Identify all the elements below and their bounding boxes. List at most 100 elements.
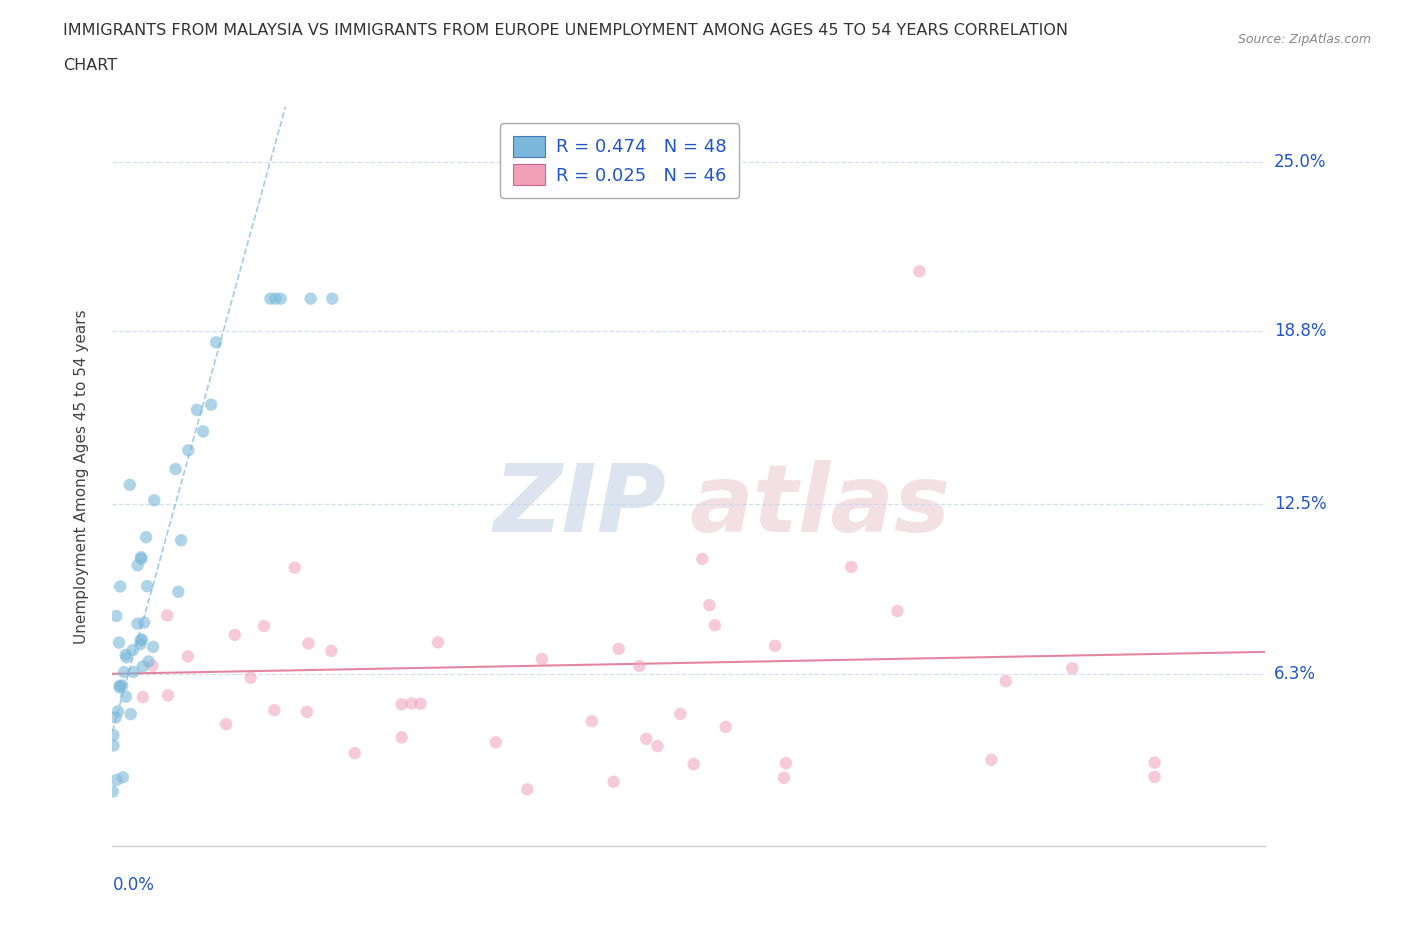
Point — [101, 784, 124, 799]
Point — [129, 550, 152, 565]
Point — [177, 443, 200, 458]
Point — [886, 604, 908, 618]
Point — [215, 717, 238, 732]
Point — [107, 704, 129, 719]
Point — [284, 560, 307, 575]
Point — [409, 697, 432, 711]
Text: IMMIGRANTS FROM MALAYSIA VS IMMIGRANTS FROM EUROPE UNEMPLOYMENT AMONG AGES 45 TO: IMMIGRANTS FROM MALAYSIA VS IMMIGRANTS F… — [63, 23, 1069, 38]
Point — [111, 678, 134, 693]
Point — [775, 756, 797, 771]
Point — [391, 730, 413, 745]
Point — [343, 746, 366, 761]
Point — [1062, 661, 1084, 676]
Point — [167, 584, 190, 599]
Point — [114, 647, 136, 662]
Point — [186, 403, 208, 418]
Point — [110, 579, 132, 594]
Point — [157, 688, 180, 703]
Point — [295, 704, 318, 719]
Point — [607, 642, 630, 657]
Point — [682, 757, 704, 772]
Point — [401, 696, 423, 711]
Point — [391, 697, 413, 711]
Point — [131, 659, 153, 674]
Point — [177, 649, 200, 664]
Point — [636, 731, 658, 746]
Point — [122, 665, 145, 680]
Point — [647, 738, 669, 753]
Point — [270, 291, 292, 306]
Y-axis label: Unemployment Among Ages 45 to 54 years: Unemployment Among Ages 45 to 54 years — [75, 310, 89, 644]
Point — [191, 424, 214, 439]
Legend: R = 0.474   N = 48, R = 0.025   N = 46: R = 0.474 N = 48, R = 0.025 N = 46 — [501, 124, 740, 197]
Point — [299, 291, 322, 306]
Text: 12.5%: 12.5% — [1274, 495, 1326, 513]
Point — [120, 707, 142, 722]
Point — [108, 678, 131, 693]
Point — [118, 477, 141, 492]
Point — [170, 533, 193, 548]
Point — [121, 643, 143, 658]
Point — [135, 530, 157, 545]
Point — [103, 738, 125, 753]
Text: ZIP: ZIP — [494, 460, 666, 552]
Point — [134, 615, 156, 630]
Point — [156, 608, 179, 623]
Point — [129, 632, 152, 647]
Text: Source: ZipAtlas.com: Source: ZipAtlas.com — [1237, 33, 1371, 46]
Point — [263, 703, 285, 718]
Point — [1143, 769, 1166, 784]
Point — [115, 689, 138, 704]
Point — [703, 618, 725, 632]
Text: atlas: atlas — [689, 460, 950, 552]
Point — [908, 264, 931, 279]
Point — [138, 654, 160, 669]
Point — [129, 551, 153, 566]
Point — [239, 671, 262, 685]
Point — [669, 707, 692, 722]
Text: CHART: CHART — [63, 58, 117, 73]
Point — [994, 673, 1017, 688]
Point — [132, 690, 155, 705]
Point — [136, 578, 159, 593]
Point — [980, 752, 1002, 767]
Point — [297, 636, 319, 651]
Point — [581, 713, 603, 728]
Point — [628, 658, 651, 673]
Point — [224, 628, 246, 643]
Point — [714, 720, 737, 735]
Point — [530, 652, 553, 667]
Point — [108, 635, 131, 650]
Point — [321, 644, 343, 658]
Point — [129, 637, 152, 652]
Point — [141, 658, 163, 673]
Point — [692, 551, 714, 566]
Point — [105, 773, 128, 788]
Point — [259, 291, 281, 306]
Point — [205, 335, 228, 350]
Point — [773, 770, 796, 785]
Point — [142, 640, 165, 655]
Point — [127, 617, 149, 631]
Point — [602, 775, 624, 790]
Point — [839, 560, 862, 575]
Text: 6.3%: 6.3% — [1274, 665, 1316, 683]
Point — [321, 291, 343, 306]
Point — [426, 635, 449, 650]
Point — [112, 665, 135, 680]
Point — [104, 711, 127, 725]
Point — [699, 598, 721, 613]
Text: 0.0%: 0.0% — [112, 876, 155, 894]
Point — [1143, 755, 1166, 770]
Point — [127, 558, 149, 573]
Point — [763, 638, 786, 653]
Point — [165, 461, 187, 476]
Point — [516, 782, 538, 797]
Point — [143, 493, 166, 508]
Text: 25.0%: 25.0% — [1274, 153, 1326, 171]
Point — [108, 680, 131, 695]
Point — [105, 608, 128, 623]
Point — [111, 770, 134, 785]
Point — [485, 735, 508, 750]
Point — [103, 728, 125, 743]
